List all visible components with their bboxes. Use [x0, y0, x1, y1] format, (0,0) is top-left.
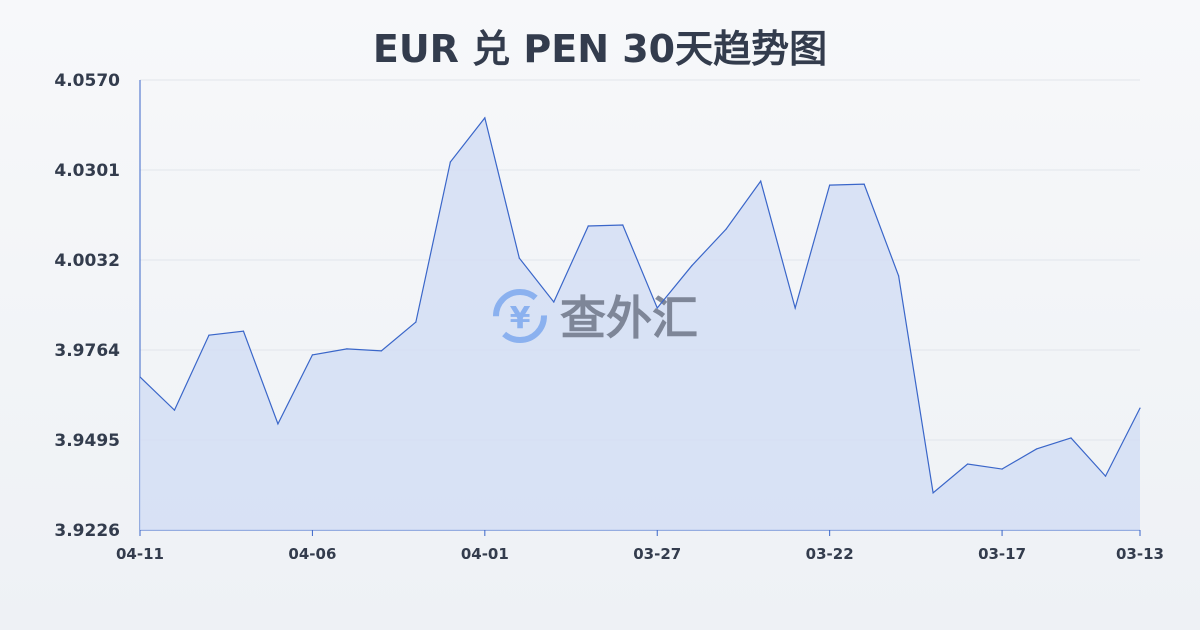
- data-point: [622, 224, 624, 226]
- data-point: [277, 423, 279, 425]
- y-tick-label: 4.0301: [54, 161, 120, 181]
- data-point: [173, 409, 176, 411]
- watermark: ¥ 查外汇: [493, 289, 698, 345]
- data-point: [346, 348, 348, 350]
- data-point: [691, 265, 693, 267]
- x-tick-label: 04-06: [288, 545, 336, 563]
- data-point: [932, 492, 934, 494]
- data-point: [311, 354, 314, 356]
- data-point: [1001, 468, 1003, 470]
- data-point: [725, 228, 727, 230]
- data-point: [415, 321, 417, 323]
- y-tick-label: 3.9495: [54, 431, 120, 451]
- x-tick-label: 04-01: [461, 545, 509, 563]
- area-fill: [140, 117, 1140, 530]
- data-point: [553, 301, 555, 303]
- x-tick-label: 03-13: [1116, 545, 1164, 563]
- data-point: [208, 334, 210, 336]
- x-tick-label: 03-17: [978, 545, 1026, 563]
- data-point: [1035, 448, 1038, 450]
- svg-text:¥: ¥: [510, 301, 531, 336]
- data-point: [587, 225, 589, 227]
- series-line: [139, 116, 1141, 494]
- y-tick-label: 3.9226: [54, 521, 120, 541]
- data-point: [898, 275, 900, 277]
- data-point: [1070, 437, 1072, 439]
- data-point: [760, 180, 762, 182]
- data-point: [656, 307, 658, 309]
- x-tick-label: 04-11: [116, 545, 164, 563]
- data-point: [139, 376, 141, 378]
- data-point: [449, 161, 451, 163]
- data-point: [794, 307, 796, 309]
- x-tick-label: 03-22: [806, 545, 854, 563]
- watermark-text: 查外汇: [560, 291, 698, 345]
- y-tick-label: 3.9764: [54, 341, 120, 361]
- x-tick-label: 03-27: [633, 545, 681, 563]
- data-point: [863, 183, 865, 185]
- data-point: [966, 463, 969, 465]
- data-point: [1139, 407, 1141, 409]
- yen-exchange-icon: ¥: [493, 289, 547, 343]
- data-point: [1104, 475, 1107, 477]
- chart-title: EUR 兑 PEN 30天趋势图: [372, 27, 828, 71]
- y-tick-label: 4.0032: [54, 251, 120, 271]
- data-point: [380, 350, 382, 352]
- y-tick-label: 4.0570: [54, 71, 120, 91]
- data-point: [484, 117, 486, 119]
- data-point: [829, 184, 831, 186]
- data-point: [242, 330, 245, 332]
- data-point: [518, 257, 520, 259]
